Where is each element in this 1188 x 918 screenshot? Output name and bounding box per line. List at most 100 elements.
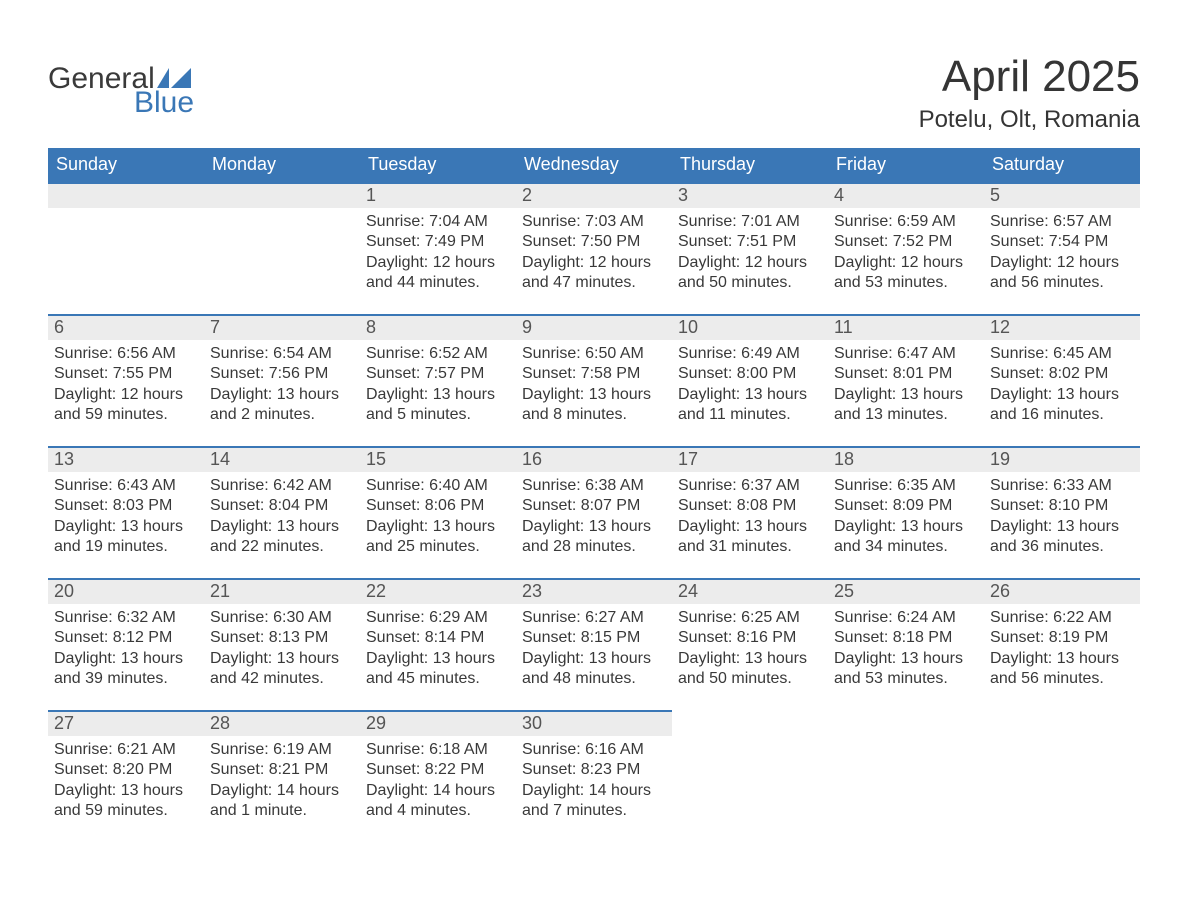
weekday-header: Sunday [48,148,204,182]
day-body: Sunrise: 6:52 AMSunset: 7:57 PMDaylight:… [360,340,516,432]
sunset-text: Sunset: 8:02 PM [990,364,1134,384]
day-number: 22 [360,578,516,604]
calendar-cell: 28Sunrise: 6:19 AMSunset: 8:21 PMDayligh… [204,710,360,842]
calendar-cell: 19Sunrise: 6:33 AMSunset: 8:10 PMDayligh… [984,446,1140,578]
day-body: Sunrise: 6:18 AMSunset: 8:22 PMDaylight:… [360,736,516,828]
sunrise-text: Sunrise: 6:35 AM [834,476,978,496]
sunset-text: Sunset: 8:15 PM [522,628,666,648]
day-body: Sunrise: 6:38 AMSunset: 8:07 PMDaylight:… [516,472,672,564]
calendar-cell [984,710,1140,842]
day-body: Sunrise: 6:22 AMSunset: 8:19 PMDaylight:… [984,604,1140,696]
sunrise-text: Sunrise: 6:24 AM [834,608,978,628]
day-number: 30 [516,710,672,736]
calendar-cell: 6Sunrise: 6:56 AMSunset: 7:55 PMDaylight… [48,314,204,446]
day-body [984,734,1140,744]
day-number: 5 [984,182,1140,208]
sunset-text: Sunset: 7:54 PM [990,232,1134,252]
sunrise-text: Sunrise: 7:01 AM [678,212,822,232]
sunrise-text: Sunrise: 6:25 AM [678,608,822,628]
sunrise-text: Sunrise: 6:37 AM [678,476,822,496]
sunset-text: Sunset: 7:58 PM [522,364,666,384]
calendar-cell: 26Sunrise: 6:22 AMSunset: 8:19 PMDayligh… [984,578,1140,710]
day-number: 28 [204,710,360,736]
daylight-text: Daylight: 13 hours and 19 minutes. [54,517,198,558]
sunrise-text: Sunrise: 6:16 AM [522,740,666,760]
daylight-text: Daylight: 12 hours and 53 minutes. [834,253,978,294]
daylight-text: Daylight: 13 hours and 50 minutes. [678,649,822,690]
sunrise-text: Sunrise: 6:30 AM [210,608,354,628]
calendar-cell: 27Sunrise: 6:21 AMSunset: 8:20 PMDayligh… [48,710,204,842]
location: Potelu, Olt, Romania [919,106,1140,134]
sunrise-text: Sunrise: 7:04 AM [366,212,510,232]
daylight-text: Daylight: 14 hours and 7 minutes. [522,781,666,822]
day-body: Sunrise: 6:30 AMSunset: 8:13 PMDaylight:… [204,604,360,696]
sunset-text: Sunset: 8:21 PM [210,760,354,780]
calendar-cell: 25Sunrise: 6:24 AMSunset: 8:18 PMDayligh… [828,578,984,710]
day-number: 11 [828,314,984,340]
day-number [204,182,360,208]
day-body: Sunrise: 6:21 AMSunset: 8:20 PMDaylight:… [48,736,204,828]
calendar-cell: 14Sunrise: 6:42 AMSunset: 8:04 PMDayligh… [204,446,360,578]
calendar-cell [204,182,360,314]
calendar-table: Sunday Monday Tuesday Wednesday Thursday… [48,148,1140,842]
weekday-header-row: Sunday Monday Tuesday Wednesday Thursday… [48,148,1140,182]
day-number: 17 [672,446,828,472]
sunset-text: Sunset: 7:56 PM [210,364,354,384]
sunset-text: Sunset: 8:03 PM [54,496,198,516]
day-number: 19 [984,446,1140,472]
day-body: Sunrise: 6:43 AMSunset: 8:03 PMDaylight:… [48,472,204,564]
calendar-cell: 24Sunrise: 6:25 AMSunset: 8:16 PMDayligh… [672,578,828,710]
daylight-text: Daylight: 12 hours and 44 minutes. [366,253,510,294]
daylight-text: Daylight: 12 hours and 47 minutes. [522,253,666,294]
day-number: 8 [360,314,516,340]
calendar-cell: 18Sunrise: 6:35 AMSunset: 8:09 PMDayligh… [828,446,984,578]
day-number: 10 [672,314,828,340]
day-body: Sunrise: 6:37 AMSunset: 8:08 PMDaylight:… [672,472,828,564]
day-number: 26 [984,578,1140,604]
sunset-text: Sunset: 8:22 PM [366,760,510,780]
sunset-text: Sunset: 8:10 PM [990,496,1134,516]
sunrise-text: Sunrise: 6:49 AM [678,344,822,364]
calendar-cell: 7Sunrise: 6:54 AMSunset: 7:56 PMDaylight… [204,314,360,446]
calendar-cell: 3Sunrise: 7:01 AMSunset: 7:51 PMDaylight… [672,182,828,314]
day-number [984,710,1140,734]
daylight-text: Daylight: 13 hours and 48 minutes. [522,649,666,690]
sunrise-text: Sunrise: 6:32 AM [54,608,198,628]
day-body: Sunrise: 6:25 AMSunset: 8:16 PMDaylight:… [672,604,828,696]
sunset-text: Sunset: 8:14 PM [366,628,510,648]
day-body: Sunrise: 6:16 AMSunset: 8:23 PMDaylight:… [516,736,672,828]
daylight-text: Daylight: 12 hours and 56 minutes. [990,253,1134,294]
sunrise-text: Sunrise: 6:59 AM [834,212,978,232]
daylight-text: Daylight: 13 hours and 8 minutes. [522,385,666,426]
daylight-text: Daylight: 14 hours and 4 minutes. [366,781,510,822]
daylight-text: Daylight: 13 hours and 16 minutes. [990,385,1134,426]
daylight-text: Daylight: 13 hours and 59 minutes. [54,781,198,822]
day-body: Sunrise: 6:42 AMSunset: 8:04 PMDaylight:… [204,472,360,564]
daylight-text: Daylight: 13 hours and 34 minutes. [834,517,978,558]
day-number: 4 [828,182,984,208]
day-body: Sunrise: 6:35 AMSunset: 8:09 PMDaylight:… [828,472,984,564]
month-title: April 2025 [919,52,1140,102]
brand-logo: General Blue [48,52,201,118]
daylight-text: Daylight: 13 hours and 56 minutes. [990,649,1134,690]
day-body: Sunrise: 6:33 AMSunset: 8:10 PMDaylight:… [984,472,1140,564]
day-body [204,208,360,218]
daylight-text: Daylight: 13 hours and 42 minutes. [210,649,354,690]
day-number: 12 [984,314,1140,340]
sunset-text: Sunset: 8:08 PM [678,496,822,516]
calendar-cell: 1Sunrise: 7:04 AMSunset: 7:49 PMDaylight… [360,182,516,314]
sunrise-text: Sunrise: 6:57 AM [990,212,1134,232]
calendar-cell: 29Sunrise: 6:18 AMSunset: 8:22 PMDayligh… [360,710,516,842]
calendar-cell: 2Sunrise: 7:03 AMSunset: 7:50 PMDaylight… [516,182,672,314]
day-number: 1 [360,182,516,208]
header: General Blue April 2025 Potelu, Olt, Rom… [48,52,1140,134]
day-body: Sunrise: 6:27 AMSunset: 8:15 PMDaylight:… [516,604,672,696]
calendar-body: 1Sunrise: 7:04 AMSunset: 7:49 PMDaylight… [48,182,1140,842]
day-body: Sunrise: 6:56 AMSunset: 7:55 PMDaylight:… [48,340,204,432]
day-number: 16 [516,446,672,472]
daylight-text: Daylight: 12 hours and 59 minutes. [54,385,198,426]
day-body: Sunrise: 6:32 AMSunset: 8:12 PMDaylight:… [48,604,204,696]
day-number: 9 [516,314,672,340]
calendar-cell: 15Sunrise: 6:40 AMSunset: 8:06 PMDayligh… [360,446,516,578]
day-number: 20 [48,578,204,604]
